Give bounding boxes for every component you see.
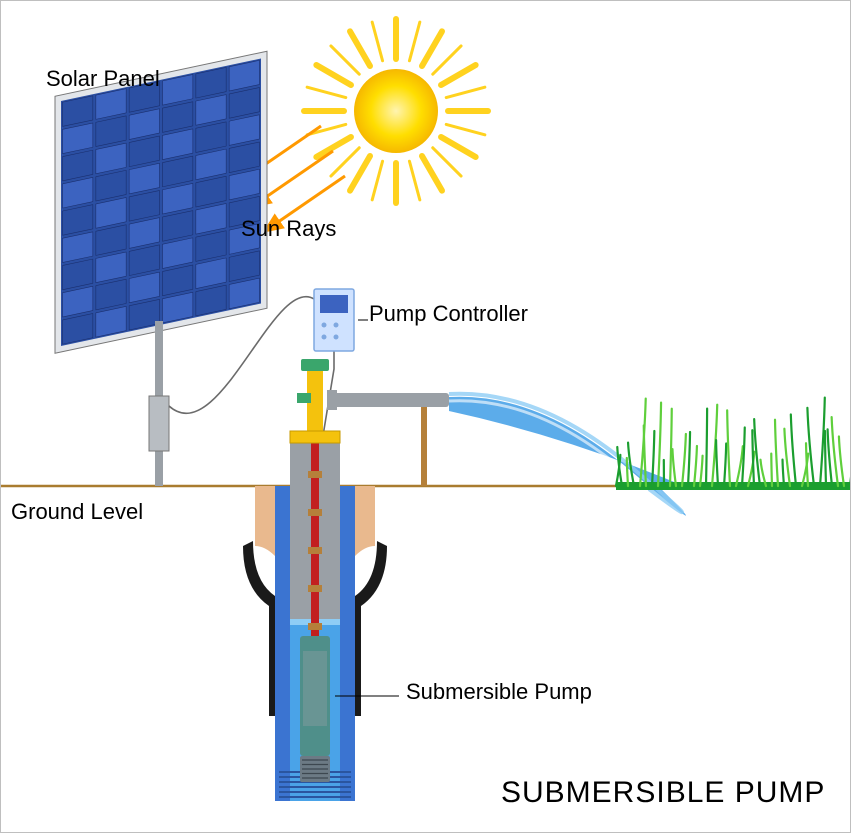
- label-ground-level: Ground Level: [11, 499, 143, 525]
- label-pump-controller: Pump Controller: [369, 301, 528, 327]
- diagram-canvas: Solar Panel Sun Rays Pump Controller Gro…: [0, 0, 851, 833]
- label-submersible-pump: Submersible Pump: [406, 679, 592, 705]
- diagram-title: SUBMERSIBLE PUMP: [501, 776, 825, 810]
- label-solar-panel: Solar Panel: [46, 66, 160, 92]
- diagram-svg: [1, 1, 851, 833]
- label-sun-rays: Sun Rays: [241, 216, 336, 242]
